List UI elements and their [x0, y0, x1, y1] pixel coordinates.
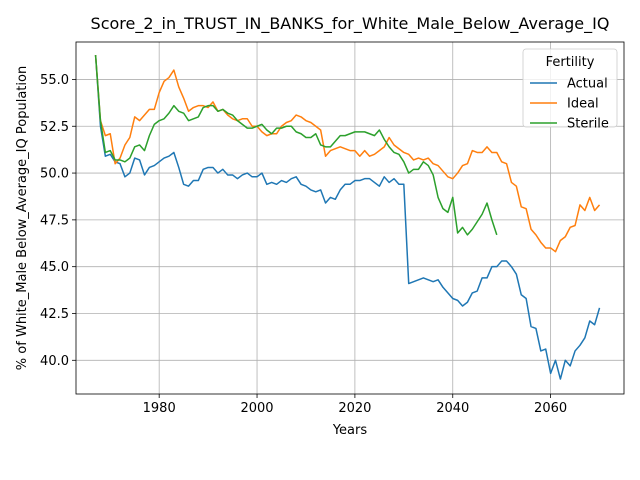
series-line-ideal: [94, 55, 601, 253]
x-tick-label: 2000: [240, 401, 273, 416]
y-tick-label: 42.5: [40, 307, 69, 322]
y-axis-title: % of White_Male Below_Average_IQ Populat…: [15, 66, 30, 370]
legend-label-sterile: Sterile: [567, 117, 609, 132]
series-line-sterile: [94, 55, 498, 236]
legend: Fertility Actual Ideal Sterile: [522, 48, 618, 132]
plot-frame: [75, 41, 625, 395]
series-lines: [94, 55, 601, 380]
y-tick-label: 45.0: [40, 260, 69, 275]
y-tick-label: 55.0: [40, 73, 69, 88]
legend-label-ideal: Ideal: [567, 97, 599, 112]
legend-box: [522, 48, 618, 128]
chart-title: Score_2_in_TRUST_IN_BANKS_for_White_Male…: [91, 14, 610, 34]
legend-label-actual: Actual: [567, 77, 608, 92]
y-tick-label: 40.0: [40, 354, 69, 369]
y-tick-label: 52.5: [40, 120, 69, 135]
y-tick-label: 47.5: [40, 213, 69, 228]
x-tick-label: 2040: [436, 401, 469, 416]
x-tick-label: 2020: [338, 401, 371, 416]
legend-title: Fertility: [546, 55, 595, 70]
x-tick-label: 2060: [534, 401, 567, 416]
x-axis-title: Years: [332, 423, 368, 438]
axis-ticks: 1980 2000 2020 2040 2060 40.0 42.5 45.0 47.5 50.0…: [40, 73, 567, 416]
legend-items: Actual Ideal Sterile: [530, 77, 609, 132]
x-tick-label: 1980: [143, 401, 176, 416]
series-line-actual: [94, 55, 601, 380]
y-tick-label: 50.0: [40, 167, 69, 182]
